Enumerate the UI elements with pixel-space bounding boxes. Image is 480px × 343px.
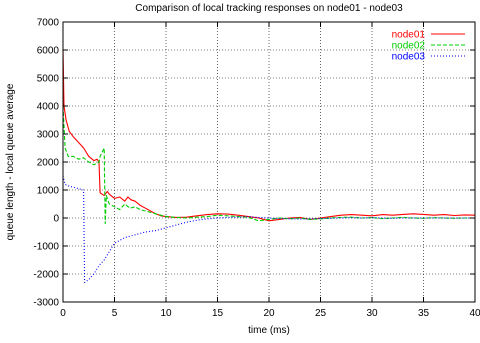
series-line-node01 — [62, 49, 476, 222]
y-tick-label: 4000 — [37, 102, 60, 113]
legend-label-node03: node03 — [392, 52, 426, 63]
series-line-node02 — [62, 105, 475, 225]
y-tick-label: 2000 — [37, 158, 60, 169]
y-tick-label: -1000 — [33, 242, 59, 253]
x-tick-label: 15 — [212, 308, 224, 319]
x-tick-label: 0 — [60, 308, 66, 319]
x-tick-label: 35 — [418, 308, 430, 319]
y-tick-label: 1000 — [37, 186, 60, 197]
y-tick-label: 0 — [53, 214, 59, 225]
legend-label-node02: node02 — [392, 41, 426, 52]
y-tick-label: 7000 — [37, 18, 60, 29]
y-tick-label: 3000 — [37, 130, 60, 141]
x-axis-ticks: 0 5 10 15 20 25 30 35 40 — [60, 22, 480, 319]
y-tick-label: 6000 — [37, 46, 60, 57]
x-tick-label: 10 — [160, 308, 172, 319]
legend-label-node01: node01 — [392, 30, 426, 41]
x-tick-label: 25 — [315, 308, 327, 319]
series-layer — [62, 49, 476, 283]
x-tick-label: 20 — [263, 308, 275, 319]
x-tick-label: 5 — [112, 308, 118, 319]
y-tick-label: -2000 — [33, 270, 59, 281]
y-axis-label: queue length - local queue average — [5, 83, 16, 240]
y-tick-label: -3000 — [33, 298, 59, 309]
chart-title: Comparison of local tracking responses o… — [135, 3, 403, 14]
x-tick-label: 40 — [469, 308, 480, 319]
x-tick-label: 30 — [366, 308, 378, 319]
y-tick-label: 5000 — [37, 74, 60, 85]
x-axis-label: time (ms) — [248, 325, 290, 336]
y-axis-ticks: -3000 -2000 -1000 0 1000 2000 3000 4000 5000 6000… — [33, 18, 475, 309]
